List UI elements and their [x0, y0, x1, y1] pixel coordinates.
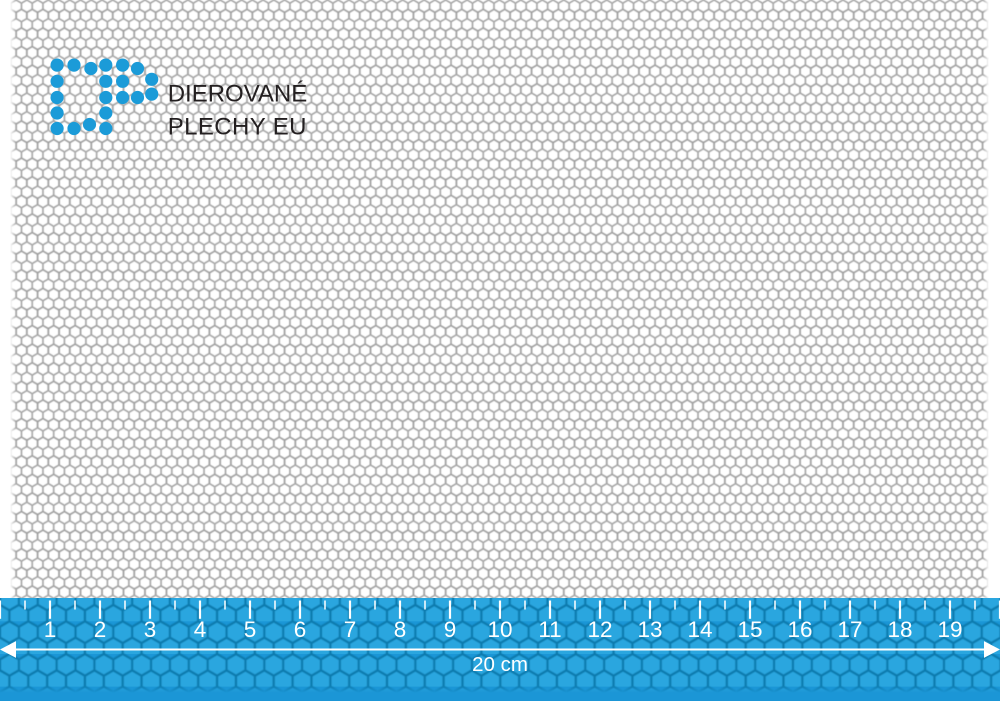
- svg-text:10: 10: [487, 617, 512, 642]
- svg-text:1: 1: [44, 617, 57, 642]
- svg-text:16: 16: [787, 617, 812, 642]
- svg-text:DIEROVANÉ: DIEROVANÉ: [168, 81, 308, 108]
- svg-text:8: 8: [394, 617, 407, 642]
- svg-text:5: 5: [244, 617, 257, 642]
- svg-text:18: 18: [887, 617, 912, 642]
- svg-text:17: 17: [837, 617, 862, 642]
- svg-text:19: 19: [937, 617, 962, 642]
- svg-text:6: 6: [294, 617, 307, 642]
- svg-text:14: 14: [687, 617, 712, 642]
- svg-text:9: 9: [444, 617, 457, 642]
- svg-text:12: 12: [587, 617, 612, 642]
- svg-text:20 cm: 20 cm: [472, 653, 528, 676]
- svg-text:3: 3: [144, 617, 157, 642]
- svg-text:15: 15: [737, 617, 762, 642]
- svg-text:4: 4: [194, 617, 207, 642]
- svg-text:2: 2: [94, 617, 107, 642]
- svg-text:13: 13: [637, 617, 662, 642]
- svg-text:7: 7: [344, 617, 357, 642]
- svg-text:11: 11: [538, 617, 561, 642]
- svg-text:PLECHY EU: PLECHY EU: [168, 113, 307, 140]
